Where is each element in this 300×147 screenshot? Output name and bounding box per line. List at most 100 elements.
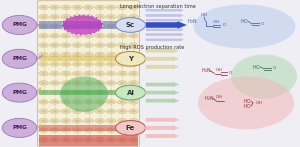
Circle shape [50, 52, 60, 57]
Circle shape [129, 118, 138, 123]
Circle shape [109, 129, 113, 131]
Circle shape [129, 137, 138, 142]
Circle shape [120, 129, 125, 131]
Circle shape [97, 25, 102, 27]
Circle shape [39, 100, 48, 104]
Text: $\rm HO$: $\rm HO$ [240, 17, 249, 25]
Circle shape [73, 5, 82, 10]
Circle shape [109, 16, 113, 18]
Text: Long electron separation time: Long electron separation time [120, 4, 196, 9]
Circle shape [41, 101, 46, 103]
Circle shape [73, 109, 82, 114]
Ellipse shape [194, 4, 296, 49]
Circle shape [61, 24, 71, 29]
Circle shape [120, 110, 125, 112]
Circle shape [39, 118, 48, 123]
Circle shape [64, 63, 68, 65]
Circle shape [120, 6, 125, 9]
Circle shape [120, 101, 125, 103]
Circle shape [131, 6, 136, 9]
Circle shape [64, 120, 68, 122]
FancyBboxPatch shape [39, 21, 138, 29]
Text: Y: Y [128, 56, 133, 62]
Circle shape [52, 6, 57, 9]
Text: $\rm H_2N$: $\rm H_2N$ [201, 66, 212, 75]
Ellipse shape [2, 15, 37, 35]
Circle shape [129, 24, 138, 29]
Circle shape [131, 101, 136, 103]
Circle shape [39, 137, 48, 142]
Text: PMG: PMG [12, 22, 27, 27]
Circle shape [64, 138, 68, 141]
Circle shape [97, 110, 102, 112]
Circle shape [41, 6, 46, 9]
Circle shape [41, 129, 46, 131]
Circle shape [95, 100, 105, 104]
Circle shape [97, 72, 102, 75]
Circle shape [106, 43, 116, 47]
Circle shape [131, 120, 136, 122]
Circle shape [118, 33, 127, 38]
Circle shape [131, 16, 136, 18]
Ellipse shape [60, 76, 108, 112]
Circle shape [131, 72, 136, 75]
Text: $\rm OH$: $\rm OH$ [212, 18, 220, 25]
Circle shape [61, 90, 71, 95]
Circle shape [52, 101, 57, 103]
Circle shape [106, 5, 116, 10]
Circle shape [50, 137, 60, 142]
Circle shape [64, 91, 68, 94]
Circle shape [61, 14, 71, 19]
Circle shape [75, 44, 80, 46]
Circle shape [52, 120, 57, 122]
Circle shape [73, 128, 82, 133]
Circle shape [41, 63, 46, 65]
Circle shape [129, 5, 138, 10]
Circle shape [118, 81, 127, 85]
Circle shape [109, 25, 113, 27]
Circle shape [84, 33, 93, 38]
Circle shape [120, 25, 125, 27]
Circle shape [120, 63, 125, 65]
Circle shape [84, 128, 93, 133]
Circle shape [118, 100, 127, 104]
Circle shape [109, 91, 113, 94]
Circle shape [75, 129, 80, 131]
Circle shape [84, 24, 93, 29]
Circle shape [129, 33, 138, 38]
Circle shape [75, 6, 80, 9]
Circle shape [73, 81, 82, 85]
Circle shape [84, 62, 93, 66]
Circle shape [118, 43, 127, 47]
Circle shape [129, 14, 138, 19]
Circle shape [129, 128, 138, 133]
Circle shape [106, 137, 116, 142]
Circle shape [116, 85, 146, 100]
Circle shape [120, 72, 125, 75]
Circle shape [50, 43, 60, 47]
Polygon shape [146, 64, 180, 70]
Text: $\rm O$: $\rm O$ [222, 21, 227, 28]
Circle shape [39, 81, 48, 85]
Polygon shape [146, 28, 184, 32]
Polygon shape [146, 90, 180, 96]
Circle shape [41, 53, 46, 56]
Circle shape [62, 15, 103, 35]
Ellipse shape [2, 49, 37, 68]
Circle shape [84, 52, 93, 57]
Circle shape [120, 35, 125, 37]
Text: $\rm O$: $\rm O$ [272, 64, 278, 71]
Circle shape [61, 137, 71, 142]
Circle shape [118, 137, 127, 142]
Circle shape [120, 16, 125, 18]
Circle shape [50, 100, 60, 104]
Text: $\rm HO$: $\rm HO$ [252, 63, 261, 71]
Circle shape [120, 82, 125, 84]
Text: $\rm H_2N$: $\rm H_2N$ [187, 17, 198, 26]
FancyBboxPatch shape [38, 1, 140, 146]
Circle shape [75, 91, 80, 94]
Circle shape [106, 118, 116, 123]
Ellipse shape [2, 83, 37, 102]
Circle shape [52, 91, 57, 94]
Circle shape [109, 53, 113, 56]
